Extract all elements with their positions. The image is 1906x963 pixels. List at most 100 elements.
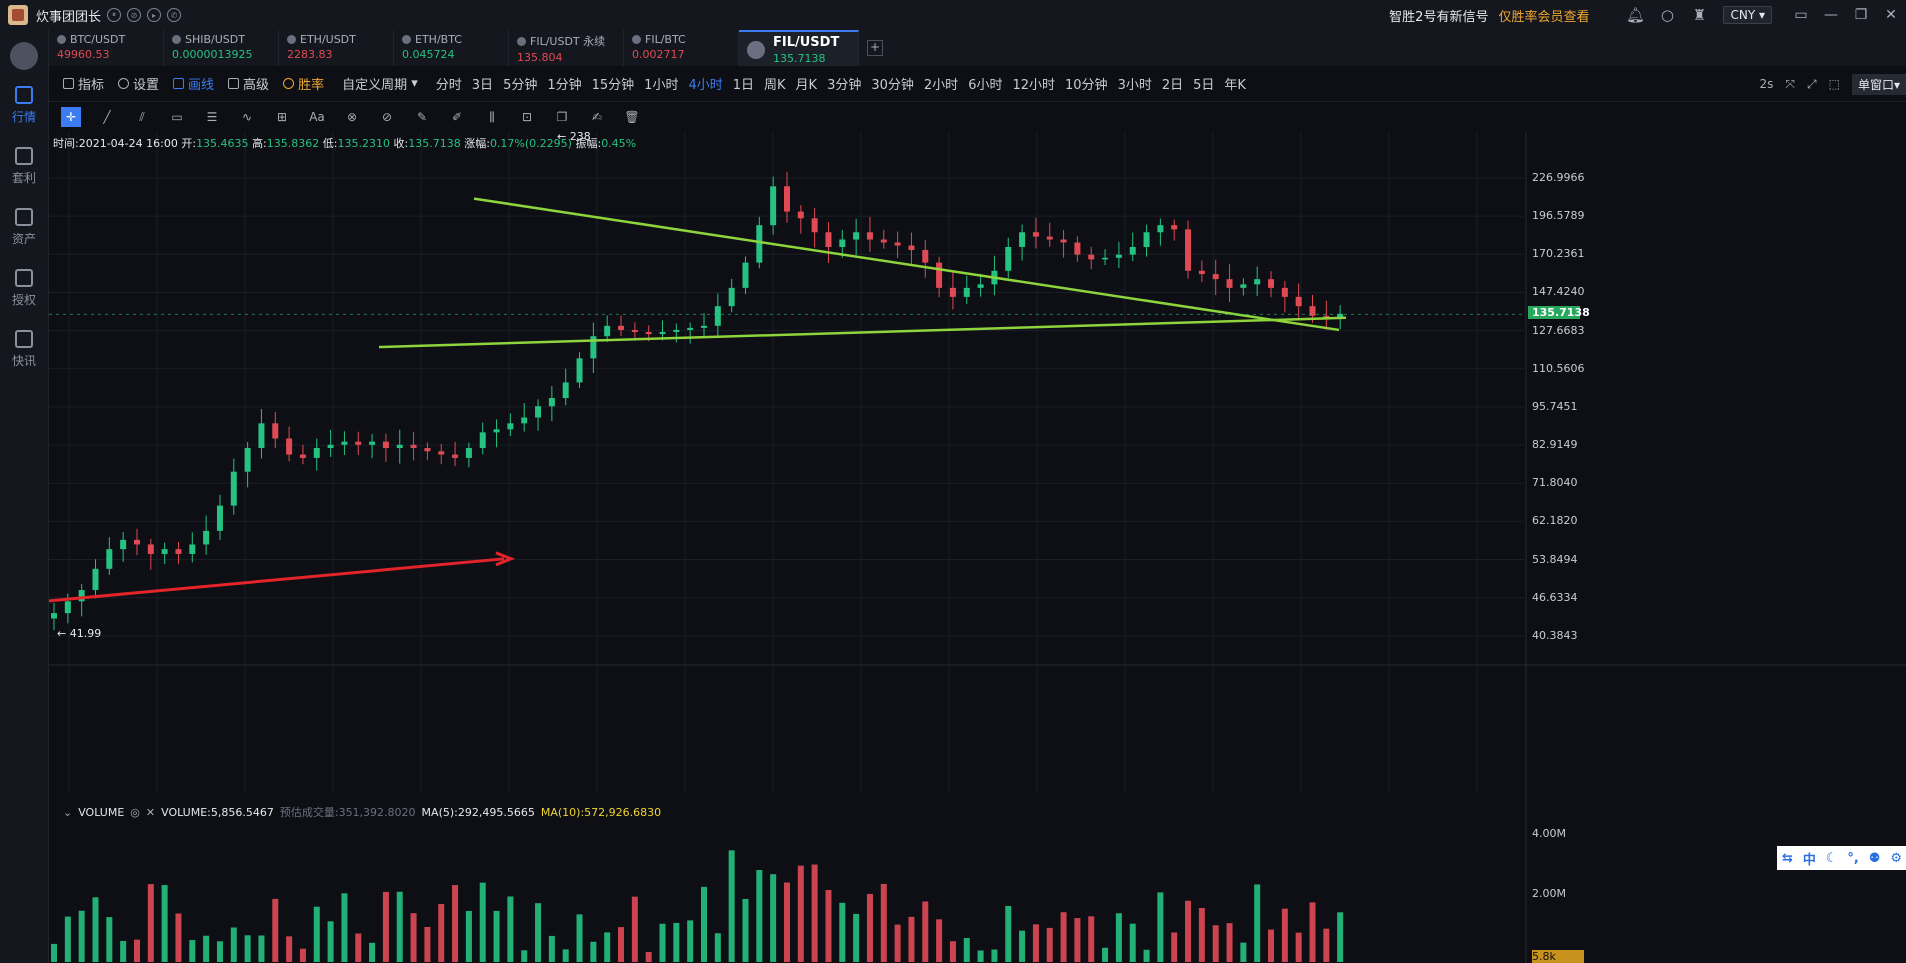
tab-BTC/USDT[interactable]: BTC/USDT 49960.53 xyxy=(49,30,164,66)
period-分时[interactable]: 分时 xyxy=(435,78,462,93)
member-link[interactable]: 仅胜率会员查看 xyxy=(1498,9,1590,25)
period-5分钟[interactable]: 5分钟 xyxy=(503,78,538,93)
horizontal-lines-icon[interactable]: ☰ xyxy=(206,110,218,124)
chart-canvas[interactable]: ← 238 ← 41.99 xyxy=(49,132,1906,963)
advanced-button[interactable]: 高级 xyxy=(228,74,269,93)
period-1小时[interactable]: 1小时 xyxy=(644,78,679,93)
copy-icon[interactable]: ❐ xyxy=(556,110,568,124)
eraser-icon[interactable]: ✐ xyxy=(451,110,463,124)
play-icon[interactable]: ▸ xyxy=(147,8,162,22)
sidebar-item-快讯[interactable]: 快讯 xyxy=(0,330,48,369)
indicator-button[interactable]: 指标 xyxy=(63,74,104,93)
period-5日[interactable]: 5日 xyxy=(1193,78,1215,93)
search-icon[interactable]: ○ xyxy=(1660,6,1675,24)
volume-bar xyxy=(258,935,265,962)
screenshot-icon[interactable]: ⬚ xyxy=(1828,77,1840,91)
period-3日[interactable]: 3日 xyxy=(471,78,494,93)
period-3分钟[interactable]: 3分钟 xyxy=(827,78,862,93)
volume-bar xyxy=(949,941,956,962)
winrate-button[interactable]: 胜率 xyxy=(283,74,324,93)
draw-line-button[interactable]: 画线 xyxy=(173,74,214,93)
period-1日[interactable]: 1日 xyxy=(732,78,755,93)
candle-body xyxy=(1115,254,1122,258)
sidebar-item-授权[interactable]: 授权 xyxy=(0,269,48,308)
moon-icon[interactable]: ☾ xyxy=(1825,850,1838,866)
pause-icon[interactable]: ⏸ xyxy=(107,8,122,22)
fullscreen-icon[interactable]: ⤧ xyxy=(1785,76,1795,91)
parallel-tool-icon[interactable]: ⫽ xyxy=(139,109,145,124)
wave-tool-icon[interactable]: ∿ xyxy=(241,110,253,124)
hide-icon[interactable]: ⊘ xyxy=(381,110,393,124)
volume-bar xyxy=(286,936,293,962)
tab-FIL/BTC[interactable]: FIL/BTC 0.002717 xyxy=(624,30,739,66)
tab-pair: SHIB/USDT xyxy=(172,33,278,46)
collapse-icon[interactable]: ⌄ xyxy=(63,805,73,819)
sidebar-item-行情[interactable]: 行情 xyxy=(0,86,48,125)
tab-FIL/USDT[interactable]: FIL/USDT 135.7138 xyxy=(739,30,859,66)
tab-ETH/BTC[interactable]: ETH/BTC 0.045724 xyxy=(394,30,509,66)
phone-icon[interactable]: ✆ xyxy=(167,8,182,22)
period-12小时[interactable]: 12小时 xyxy=(1012,78,1056,93)
tab-FIL/USDT 永续[interactable]: FIL/USDT 永续 135.804 xyxy=(509,30,624,66)
period-15分钟[interactable]: 15分钟 xyxy=(591,78,635,93)
tab-ETH/USDT[interactable]: ETH/USDT 2283.83 xyxy=(279,30,394,66)
shirt-icon[interactable]: ♜ xyxy=(1692,6,1707,24)
sidebar-item-套利[interactable]: 套利 xyxy=(0,147,48,186)
candle-body xyxy=(825,232,832,247)
bars-tool-icon[interactable]: ⫼ xyxy=(489,109,495,124)
period-1分钟[interactable]: 1分钟 xyxy=(547,78,582,93)
trash-icon[interactable]: 🗑︎ xyxy=(624,110,640,124)
period-年K[interactable]: 年K xyxy=(1224,78,1246,93)
rectangle-tool-icon[interactable]: ▭ xyxy=(171,110,183,124)
period-月K[interactable]: 月K xyxy=(795,78,818,93)
bell-icon[interactable]: 🔔︎ xyxy=(1625,6,1645,24)
edit-icon[interactable]: ✍ xyxy=(591,110,603,124)
gear-icon[interactable]: ⚙ xyxy=(1890,850,1902,866)
text-tool-icon[interactable]: Aa xyxy=(309,110,325,124)
ohlc-infobar: 时间:2021-04-24 16:00 开:135.4635 高:135.836… xyxy=(53,137,637,150)
sidebar-item-资产[interactable]: 资产 xyxy=(0,208,48,247)
line-tool-icon[interactable]: ╱ xyxy=(103,110,111,124)
volume-bar xyxy=(645,951,652,962)
period-30分钟[interactable]: 30分钟 xyxy=(871,78,914,93)
volume-bar xyxy=(853,913,860,962)
kline-chart[interactable]: ← 238 ← 41.99 时间:2021-04-24 16:00 开:135.4… xyxy=(49,132,1906,963)
volume-bar xyxy=(1226,923,1233,962)
custom-period-select[interactable]: 自定义周期 ▾ xyxy=(342,76,418,93)
settings-button[interactable]: 设置 xyxy=(118,74,159,93)
add-tab-button[interactable]: + xyxy=(867,40,883,56)
close-button[interactable]: ✕ xyxy=(1885,7,1897,23)
volume-bar xyxy=(355,933,362,962)
filter-icon[interactable]: ⊘ xyxy=(127,8,142,22)
fit-icon[interactable]: ⤢ xyxy=(1807,76,1817,91)
crosshair-icon[interactable]: ✛ xyxy=(61,107,81,127)
ime-switch-icon[interactable]: ⇆ xyxy=(1781,850,1793,866)
restore-button[interactable]: ❐ xyxy=(1854,7,1868,23)
measure-tool-icon[interactable]: ⊞ xyxy=(276,110,288,124)
punctuation-icon[interactable]: °, xyxy=(1847,850,1859,866)
period-10分钟[interactable]: 10分钟 xyxy=(1065,78,1108,93)
period-2日[interactable]: 2日 xyxy=(1161,78,1184,93)
volume-bar xyxy=(133,939,140,962)
tab-SHIB/USDT[interactable]: SHIB/USDT 0.0000013925 xyxy=(164,30,279,66)
lock-icon[interactable]: ⊡ xyxy=(521,110,533,124)
refresh-rate[interactable]: 2s xyxy=(1759,77,1774,91)
period-2小时[interactable]: 2小时 xyxy=(923,78,959,93)
settings-icon[interactable]: ◎ xyxy=(130,805,140,819)
magnet-icon[interactable]: ⊗ xyxy=(346,110,358,124)
currency-select[interactable]: CNY ▾ xyxy=(1723,6,1772,24)
ime-toolbar[interactable]: ⇆ 中 ☾ °, ⚉ ⚙ xyxy=(1777,846,1906,870)
ime-mode[interactable]: 中 xyxy=(1802,852,1816,868)
window-layout-icon[interactable]: ▭ xyxy=(1794,7,1808,23)
period-3小时[interactable]: 3小时 xyxy=(1117,78,1152,93)
window-mode-select[interactable]: 单窗口▾ xyxy=(1851,73,1906,95)
period-周K[interactable]: 周K xyxy=(764,78,786,93)
minimize-button[interactable]: — xyxy=(1824,7,1838,23)
close-icon[interactable]: ✕ xyxy=(145,805,156,819)
user-icon[interactable]: ⚉ xyxy=(1868,850,1881,866)
brush-icon[interactable]: ✎ xyxy=(416,110,428,124)
period-6小时[interactable]: 6小时 xyxy=(968,78,1003,93)
low-label: ← 41.99 xyxy=(57,627,101,640)
period-4小时[interactable]: 4小时 xyxy=(688,78,723,93)
signal-notice[interactable]: 智胜2号有新信号 xyxy=(1389,9,1489,25)
